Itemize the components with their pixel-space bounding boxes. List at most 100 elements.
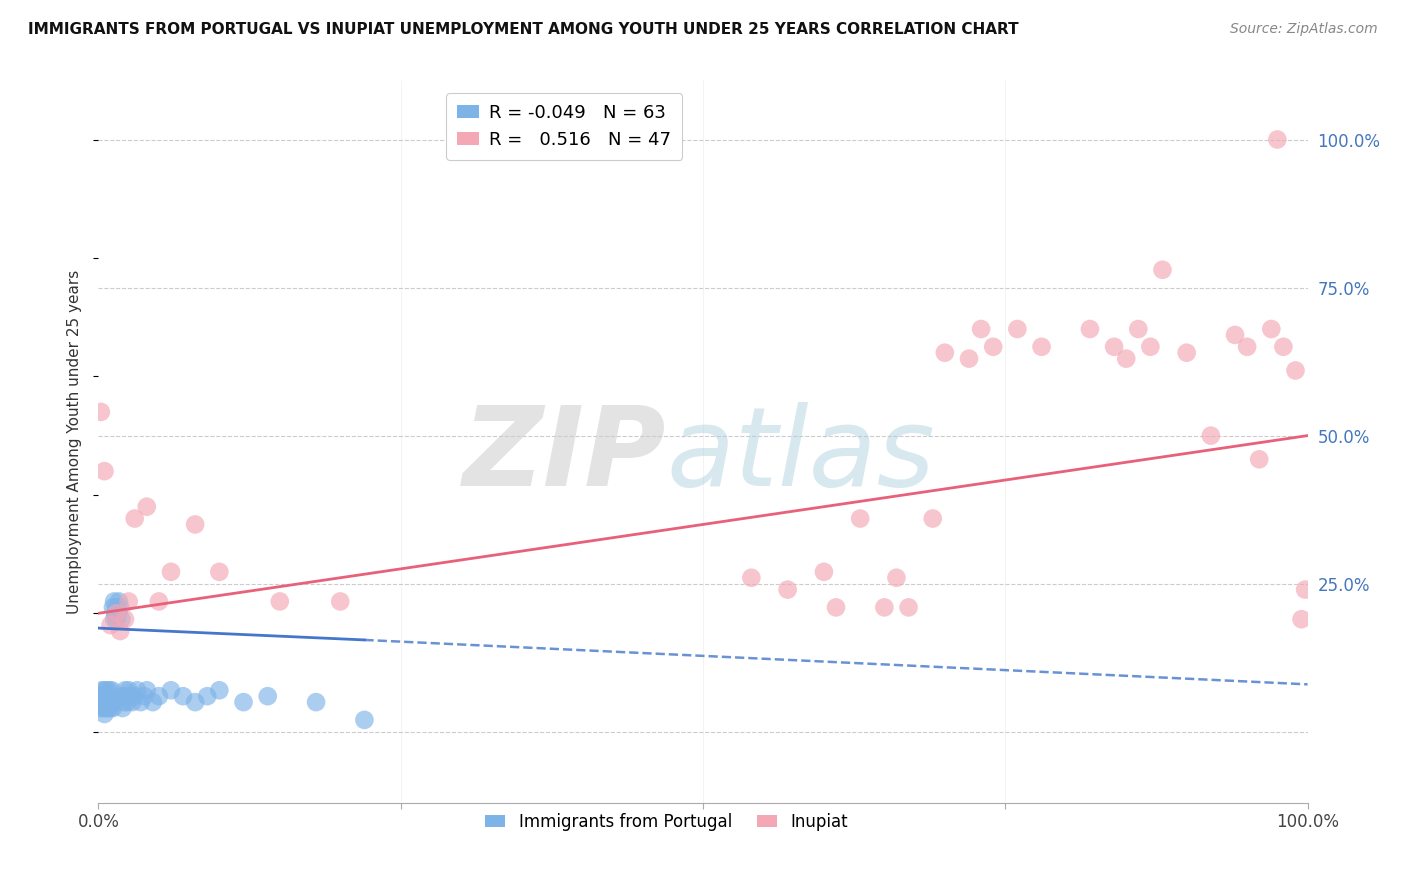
Point [114, 683, 136, 698]
Point [107, 607, 129, 621]
Point [776, 582, 799, 597]
Point [101, 701, 124, 715]
Point [849, 511, 872, 525]
Point [94, 689, 117, 703]
Point [93, 706, 115, 721]
Point [118, 594, 141, 608]
Point [94, 701, 117, 715]
Point [1175, 345, 1198, 359]
Point [100, 618, 122, 632]
Point [94, 695, 117, 709]
Point [970, 322, 993, 336]
Point [114, 612, 136, 626]
Point [93, 464, 115, 478]
Point [97, 701, 120, 715]
Point [184, 695, 207, 709]
Point [1007, 322, 1029, 336]
Point [886, 571, 908, 585]
Point [256, 689, 278, 703]
Legend: Immigrants from Portugal, Inupiat: Immigrants from Portugal, Inupiat [479, 806, 855, 838]
Point [1223, 327, 1246, 342]
Point [873, 600, 896, 615]
Point [105, 607, 128, 621]
Point [103, 594, 125, 608]
Point [91, 695, 114, 709]
Point [117, 695, 139, 709]
Point [1291, 612, 1313, 626]
Point [148, 594, 170, 608]
Point [957, 351, 980, 366]
Point [1128, 322, 1150, 336]
Point [1260, 322, 1282, 336]
Point [124, 689, 146, 703]
Point [1152, 262, 1174, 277]
Point [740, 571, 762, 585]
Text: IMMIGRANTS FROM PORTUGAL VS INUPIAT UNEMPLOYMENT AMONG YOUTH UNDER 25 YEARS CORR: IMMIGRANTS FROM PORTUGAL VS INUPIAT UNEM… [28, 22, 1019, 37]
Point [142, 695, 165, 709]
Point [90, 701, 112, 715]
Text: atlas: atlas [666, 402, 935, 509]
Point [100, 701, 122, 715]
Point [91, 701, 114, 715]
Point [1139, 340, 1161, 354]
Point [100, 695, 122, 709]
Point [208, 565, 231, 579]
Text: ZIP: ZIP [463, 402, 666, 509]
Point [134, 689, 156, 703]
Point [353, 713, 375, 727]
Point [91, 683, 114, 698]
Point [111, 689, 134, 703]
Point [90, 689, 112, 703]
Point [825, 600, 848, 615]
Point [111, 701, 134, 715]
Point [98, 695, 121, 709]
Point [135, 683, 157, 698]
Point [897, 600, 920, 615]
Point [1272, 340, 1295, 354]
Point [1267, 132, 1289, 146]
Point [1115, 351, 1137, 366]
Point [1294, 582, 1316, 597]
Point [104, 607, 127, 621]
Point [813, 565, 835, 579]
Point [208, 683, 231, 698]
Point [93, 683, 115, 698]
Point [1199, 428, 1222, 442]
Point [305, 695, 328, 709]
Point [97, 689, 120, 703]
Point [195, 689, 218, 703]
Point [90, 405, 112, 419]
Point [91, 689, 114, 703]
Point [110, 612, 132, 626]
Y-axis label: Unemployment Among Youth under 25 years: Unemployment Among Youth under 25 years [67, 269, 83, 614]
Point [103, 612, 125, 626]
Point [100, 689, 122, 703]
Point [269, 594, 291, 608]
Point [184, 517, 207, 532]
Point [329, 594, 352, 608]
Point [1249, 452, 1271, 467]
Point [97, 695, 120, 709]
Point [172, 689, 194, 703]
Point [160, 565, 183, 579]
Point [129, 695, 152, 709]
Point [118, 683, 141, 698]
Point [1102, 340, 1125, 354]
Point [127, 683, 149, 698]
Point [115, 689, 138, 703]
Point [105, 612, 128, 626]
Point [1284, 363, 1306, 377]
Point [112, 695, 135, 709]
Point [89, 695, 111, 709]
Text: Source: ZipAtlas.com: Source: ZipAtlas.com [1230, 22, 1378, 37]
Point [232, 695, 254, 709]
Point [108, 594, 131, 608]
Point [124, 511, 146, 525]
Point [148, 689, 170, 703]
Point [121, 695, 143, 709]
Point [1078, 322, 1101, 336]
Point [108, 600, 131, 615]
Point [96, 695, 118, 709]
Point [105, 600, 128, 615]
Point [100, 695, 122, 709]
